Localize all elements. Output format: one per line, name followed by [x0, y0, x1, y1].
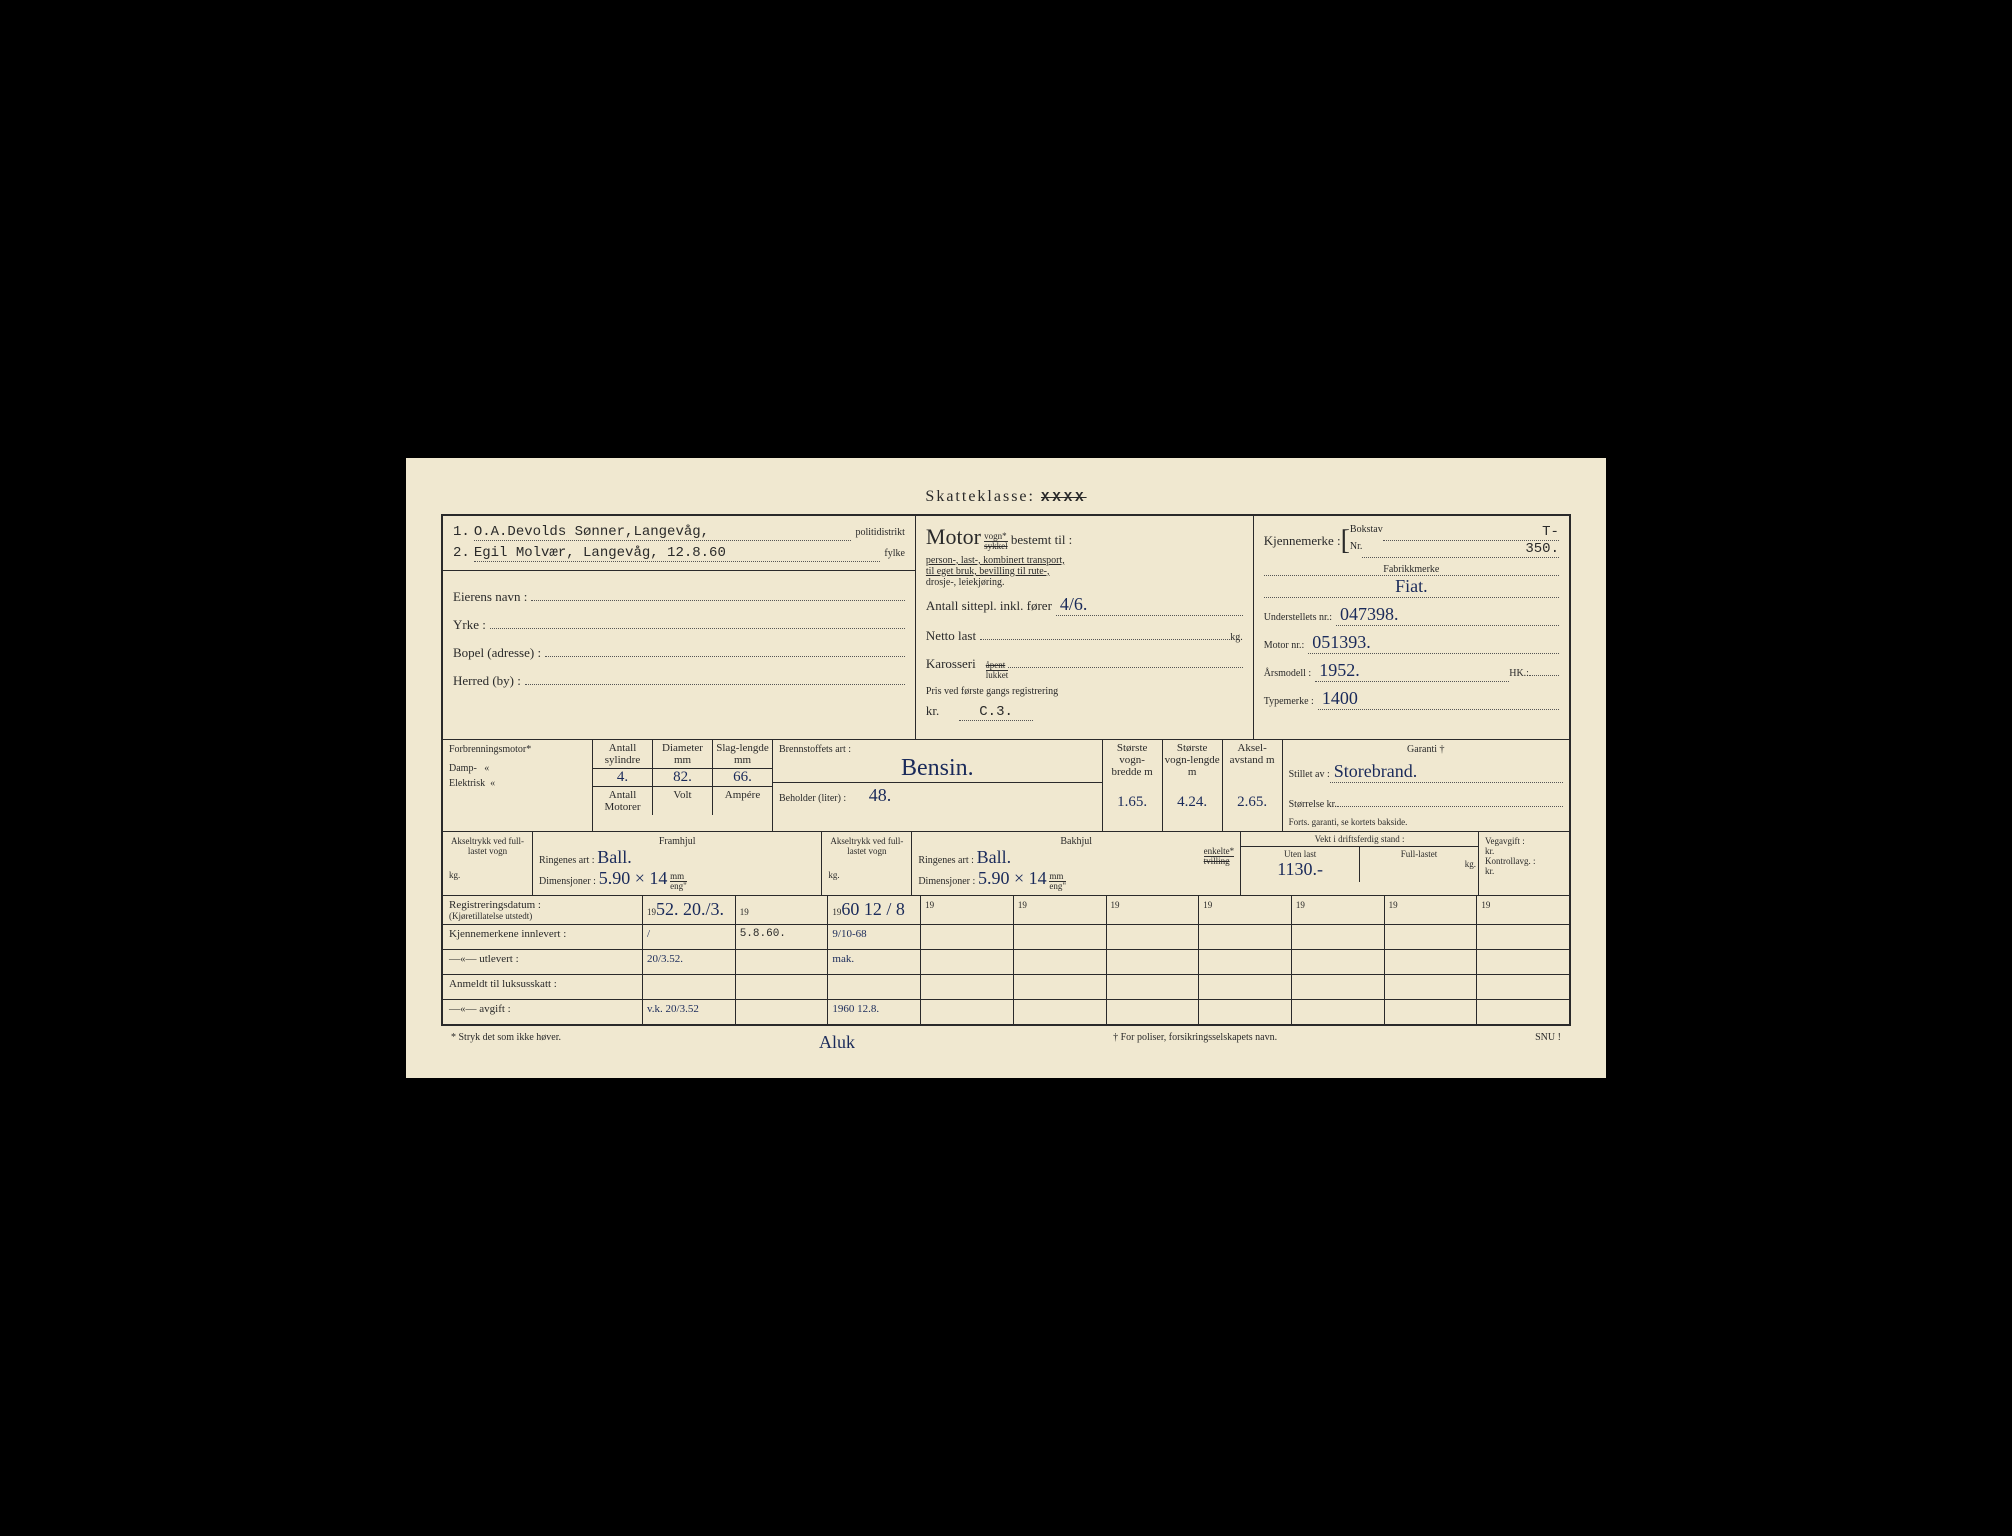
- registration-card: Skatteklasse: XXXX 1. O.A.Devolds Sønner…: [406, 458, 1606, 1077]
- avgift-1: v.k. 20/3.52: [643, 1000, 736, 1024]
- utlevert-row: —«— utlevert : 20/3.52. mak.: [443, 950, 1569, 975]
- header: Skatteklasse: XXXX: [441, 488, 1571, 506]
- motor-desc3: drosje-, leiekjøring.: [926, 577, 1243, 588]
- footer-sig: Aluk: [819, 1032, 855, 1053]
- owner-line2: Egil Molvær, Langevåg, 12.8.60: [474, 545, 881, 562]
- motor-section: Motor vogn* sykkel bestemt til : person-…: [916, 516, 1254, 739]
- footer-snu: SNU !: [1535, 1032, 1561, 1053]
- engine-section: Forbrenningsmotor* Damp- « Elektrisk « A…: [443, 740, 1569, 832]
- bracket-icon: [: [1341, 525, 1350, 557]
- dim-b-value: 5.90 × 14: [978, 868, 1047, 888]
- bopel-label: Bopel (adresse) :: [453, 645, 541, 661]
- diameter-value: 82.: [653, 769, 713, 786]
- eier-label: Eierens navn :: [453, 589, 527, 605]
- netto-label: Netto last: [926, 628, 976, 644]
- dim-f-value: 5.90 × 14: [599, 868, 668, 888]
- herred-label: Herred (by) :: [453, 673, 521, 689]
- akseltrykk-b-label: Akseltrykk ved full-lastet vogn: [828, 836, 905, 856]
- reg-row: Registreringsdatum : (Kjøretillatelse ut…: [443, 896, 1569, 925]
- bredde-value: 1.65.: [1103, 794, 1162, 811]
- slaglengde-value: 66.: [713, 769, 772, 786]
- aksel-value: 2.65.: [1223, 794, 1282, 811]
- fabrikk-label: Fabrikkmerke: [1264, 564, 1559, 576]
- sylindre-value: 4.: [593, 769, 653, 786]
- ringenes-b-value: Ball.: [977, 847, 1012, 867]
- owner-section: 1. O.A.Devolds Sønner,Langevåg, politidi…: [443, 516, 916, 739]
- vekt-label: Vekt i driftsferdig stand :: [1241, 832, 1478, 847]
- innlevert-2: 5.8.60.: [736, 925, 829, 949]
- kjennemerke-label: Kjennemerke :: [1264, 533, 1341, 549]
- avgift-row: —«— avgift : v.k. 20/3.52 1960 12.8.: [443, 1000, 1569, 1024]
- bestemt-label: bestemt til :: [1011, 532, 1072, 547]
- vegavgift-label: Vegavgift :: [1485, 836, 1563, 846]
- eier-value: [531, 583, 905, 601]
- fabrikk-value: Fiat.: [1264, 576, 1559, 598]
- politidistrikt-label: politidistrikt: [855, 527, 904, 538]
- forbr-label: Forbrenningsmotor*: [449, 744, 586, 755]
- lengde-value: 4.24.: [1163, 794, 1222, 811]
- sittepl-value: 4/6.: [1056, 594, 1243, 616]
- vogn-sykkel: vogn* sykkel: [984, 532, 1008, 551]
- brennstoff-value: Bensin.: [779, 755, 1096, 782]
- owner-line1-num: 1.: [453, 524, 470, 540]
- ringenes-f-value: Ball.: [597, 847, 632, 867]
- typemerke-value: 1400: [1318, 688, 1559, 710]
- akseltrykk-f-label: Akseltrykk ved full-lastet vogn: [449, 836, 526, 856]
- reg-3: 60 12 / 8: [841, 899, 905, 919]
- sittepl-label: Antall sittepl. inkl. fører: [926, 598, 1052, 614]
- pris-value: C.3.: [959, 704, 1033, 721]
- footer-stryk: * Stryk det som ikke høver.: [451, 1032, 561, 1053]
- garanti-label: Garanti †: [1289, 744, 1563, 755]
- footer-poliser: † For poliser, forsikringsselskapets nav…: [1113, 1032, 1277, 1053]
- motor-title: Motor: [926, 524, 981, 549]
- footer: * Stryk det som ikke høver. Aluk † For p…: [441, 1032, 1571, 1053]
- bopel-value: [545, 639, 905, 657]
- bokstav-value: T-: [1383, 524, 1559, 541]
- herred-value: [525, 667, 905, 685]
- kjennemerke-section: Kjennemerke : [ BokstavT- Nr.350. Fabrik…: [1254, 516, 1569, 739]
- brennstoff-label: Brennstoffets art :: [779, 744, 1096, 755]
- kontroll-label: Kontrollavg. :: [1485, 856, 1563, 866]
- owner-line2-num: 2.: [453, 545, 470, 561]
- anmeldt-row: Anmeldt til luksusskatt :: [443, 975, 1569, 1000]
- main-form: 1. O.A.Devolds Sønner,Langevåg, politidi…: [441, 514, 1571, 1025]
- storrelse-value: [1337, 789, 1563, 807]
- skatteklasse-label: Skatteklasse:: [925, 488, 1035, 505]
- innlevert-row: Kjennemerkene innlevert : / 5.8.60. 9/10…: [443, 925, 1569, 950]
- wheels-section: Akseltrykk ved full-lastet vogn kg. Fram…: [443, 832, 1569, 896]
- utlevert-1: 20/3.52.: [643, 950, 736, 974]
- netto-value: [980, 622, 1230, 640]
- fylke-label: fylke: [884, 548, 905, 559]
- motor-desc1: person-, last-, kombinert transport,: [926, 555, 1243, 566]
- motornr-value: 051393.: [1308, 632, 1559, 654]
- pris-label: Pris ved første gangs registrering: [926, 686, 1243, 697]
- top-section: 1. O.A.Devolds Sønner,Langevåg, politidi…: [443, 516, 1569, 740]
- innlevert-1: /: [643, 925, 736, 949]
- karosseri-value: [1008, 650, 1242, 668]
- utlevert-3: mak.: [828, 950, 921, 974]
- motor-desc2: til eget bruk, bevilling til rute-,: [926, 566, 1243, 577]
- stillet-value: Storebrand.: [1330, 761, 1563, 783]
- reg-1: 52. 20./3.: [656, 899, 724, 919]
- arsmodell-value: 1952.: [1315, 660, 1509, 682]
- bakhjul-label: Bakhjul: [918, 836, 1234, 847]
- avgift-3: 1960 12.8.: [828, 1000, 921, 1024]
- framhjul-label: Framhjul: [539, 836, 815, 847]
- karosseri-label: Karosseri: [926, 656, 976, 672]
- karosseri-options: åpent lukket: [986, 661, 1009, 680]
- owner-line1: O.A.Devolds Sønner,Langevåg,: [474, 524, 852, 541]
- understell-value: 047398.: [1336, 604, 1559, 626]
- nr-value: 350.: [1362, 541, 1559, 558]
- innlevert-3: 9/10-68: [828, 925, 921, 949]
- hk-value: [1529, 675, 1559, 676]
- uten-value: 1130.-: [1243, 859, 1357, 880]
- yrke-value: [490, 611, 905, 629]
- yrke-label: Yrke :: [453, 617, 486, 633]
- skatteklasse-value: XXXX: [1041, 490, 1087, 506]
- beholder-value: 48.: [869, 785, 892, 805]
